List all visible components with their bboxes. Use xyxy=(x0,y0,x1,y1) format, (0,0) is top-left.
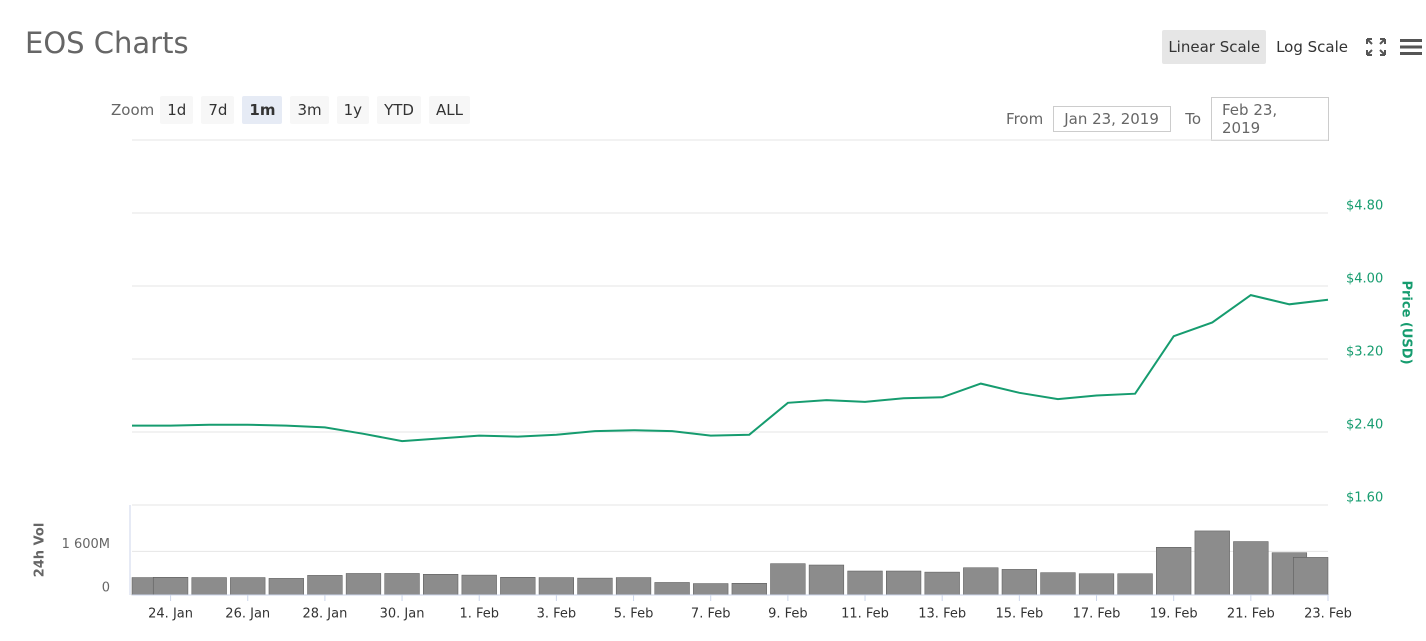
zoom-button[interactable]: ALL xyxy=(428,96,470,124)
zoom-button[interactable]: YTD xyxy=(377,96,421,124)
x-tick-label: 1. Feb xyxy=(459,607,499,622)
volume-bar xyxy=(1001,569,1037,596)
zoom-button[interactable]: 1d xyxy=(160,96,194,124)
volume-bar xyxy=(500,577,536,596)
fullscreen-icon[interactable] xyxy=(1366,38,1386,56)
volume-bar xyxy=(345,573,382,596)
y-tick-label: $1.60 xyxy=(1346,491,1383,506)
volume-bar xyxy=(924,571,960,596)
volume-bar xyxy=(191,577,227,596)
volume-bar xyxy=(131,577,167,596)
volume-bar xyxy=(538,577,574,596)
y-tick-label: $4.80 xyxy=(1346,199,1383,214)
volume-bar xyxy=(1194,530,1230,596)
volume-bar xyxy=(1271,552,1308,596)
volume-bar xyxy=(615,577,652,596)
zoom-button[interactable]: 3m xyxy=(290,96,329,124)
volume-bar xyxy=(461,574,497,596)
x-tick-label: 3. Feb xyxy=(537,607,577,622)
date-range: From Jan 23, 2019 To Feb 23, 2019 xyxy=(1006,97,1329,141)
volume-bar xyxy=(230,577,266,596)
price-line xyxy=(132,294,1329,443)
y-axis-title: Price (USD) xyxy=(1399,280,1414,364)
to-label: To xyxy=(1185,110,1201,128)
x-tick-label: 30. Jan xyxy=(380,607,425,622)
from-label: From xyxy=(1006,110,1044,128)
x-tick-label: 28. Jan xyxy=(302,607,347,622)
zoom-bar: Zoom 1d 7d 1m 3m 1y YTD ALL xyxy=(111,96,478,124)
x-tick-label: 26. Jan xyxy=(225,607,270,622)
zoom-label: Zoom xyxy=(111,101,155,119)
volume-bar xyxy=(770,563,806,596)
volume-bar xyxy=(307,575,343,596)
x-tick-label: 17. Feb xyxy=(1073,607,1121,622)
y-tick-label: $4.00 xyxy=(1346,272,1383,287)
volume-bar xyxy=(1156,547,1192,596)
volume-bar xyxy=(1078,573,1115,596)
x-tick-label: 23. Feb xyxy=(1304,607,1352,622)
volume-bar xyxy=(384,573,420,596)
volume-bar xyxy=(152,577,189,596)
volume-bar xyxy=(963,567,999,596)
y-tick-label: $3.20 xyxy=(1346,345,1383,360)
volume-bar xyxy=(847,570,883,596)
volume-bar xyxy=(1040,572,1076,596)
to-input[interactable]: Feb 23, 2019 xyxy=(1211,97,1329,141)
zoom-button[interactable]: 7d xyxy=(201,96,235,124)
volume-bar xyxy=(1233,541,1269,596)
x-tick-label: 15. Feb xyxy=(995,607,1043,622)
volume-bar xyxy=(423,574,459,596)
x-tick-label: 11. Feb xyxy=(841,607,889,622)
from-input[interactable]: Jan 23, 2019 xyxy=(1053,106,1172,132)
y-tick-label: $2.40 xyxy=(1346,418,1383,433)
volume-bar xyxy=(654,582,690,596)
x-tick-label: 13. Feb xyxy=(918,607,966,622)
menu-icon[interactable] xyxy=(1400,38,1422,56)
zoom-button[interactable]: 1y xyxy=(336,96,370,124)
zoom-button[interactable]: 1m xyxy=(242,96,283,124)
scale-button[interactable]: Linear Scale xyxy=(1162,30,1267,64)
x-tick-label: 9. Feb xyxy=(768,607,808,622)
x-tick-label: 19. Feb xyxy=(1150,607,1198,622)
scale-bar: Linear Scale Log Scale xyxy=(1162,30,1426,64)
x-tick-label: 7. Feb xyxy=(691,607,731,622)
volume-bar xyxy=(1117,573,1153,596)
volume-bar xyxy=(268,578,304,596)
volume-bar xyxy=(886,570,922,596)
scale-button[interactable]: Log Scale xyxy=(1276,38,1348,56)
y-axis-title: 24h Vol xyxy=(33,523,48,578)
volume-bar xyxy=(731,583,767,596)
y-tick-label: 0 xyxy=(102,581,110,596)
volume-bar xyxy=(1293,557,1329,596)
page-title: EOS Charts xyxy=(25,26,189,60)
volume-bar xyxy=(808,564,845,596)
volume-bar xyxy=(577,577,613,596)
x-tick-label: 5. Feb xyxy=(614,607,654,622)
y-tick-label: 1 600M xyxy=(62,537,110,552)
x-tick-label: 21. Feb xyxy=(1227,607,1275,622)
volume-bar xyxy=(693,583,729,596)
x-tick-label: 24. Jan xyxy=(148,607,193,622)
